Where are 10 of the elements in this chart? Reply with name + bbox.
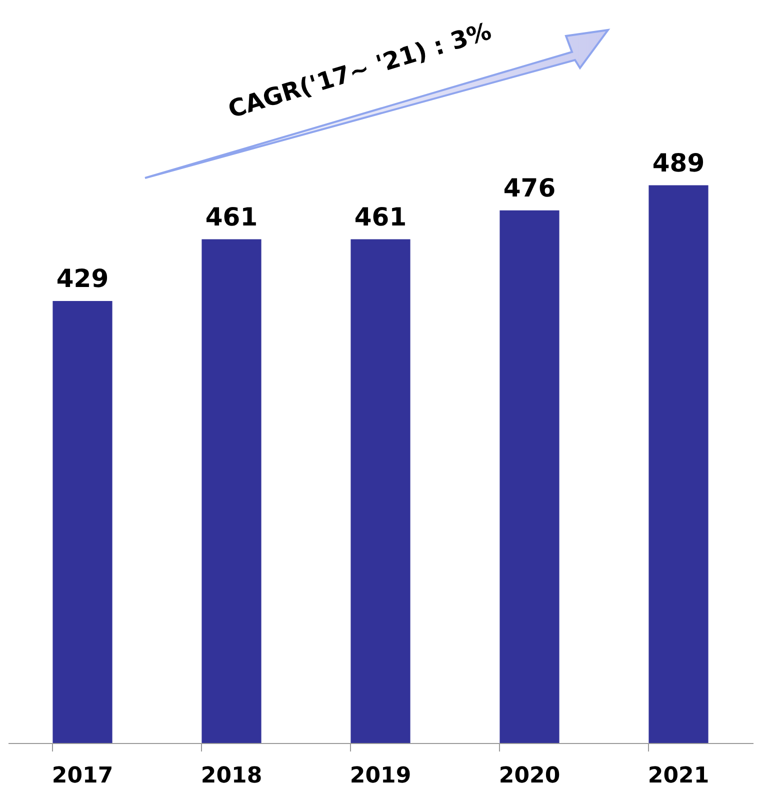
x-tick-label: 2019 (350, 764, 412, 788)
x-tick-label: 2017 (52, 764, 114, 788)
data-label: 429 (56, 264, 109, 294)
data-label: 461 (354, 202, 407, 232)
x-tick-label: 2020 (498, 764, 560, 788)
data-label: 476 (503, 173, 556, 202)
x-tick-label: 2021 (648, 764, 710, 788)
data-label: 489 (652, 148, 705, 178)
x-tick-label: 2018 (200, 764, 262, 788)
data-label: 461 (205, 202, 258, 232)
